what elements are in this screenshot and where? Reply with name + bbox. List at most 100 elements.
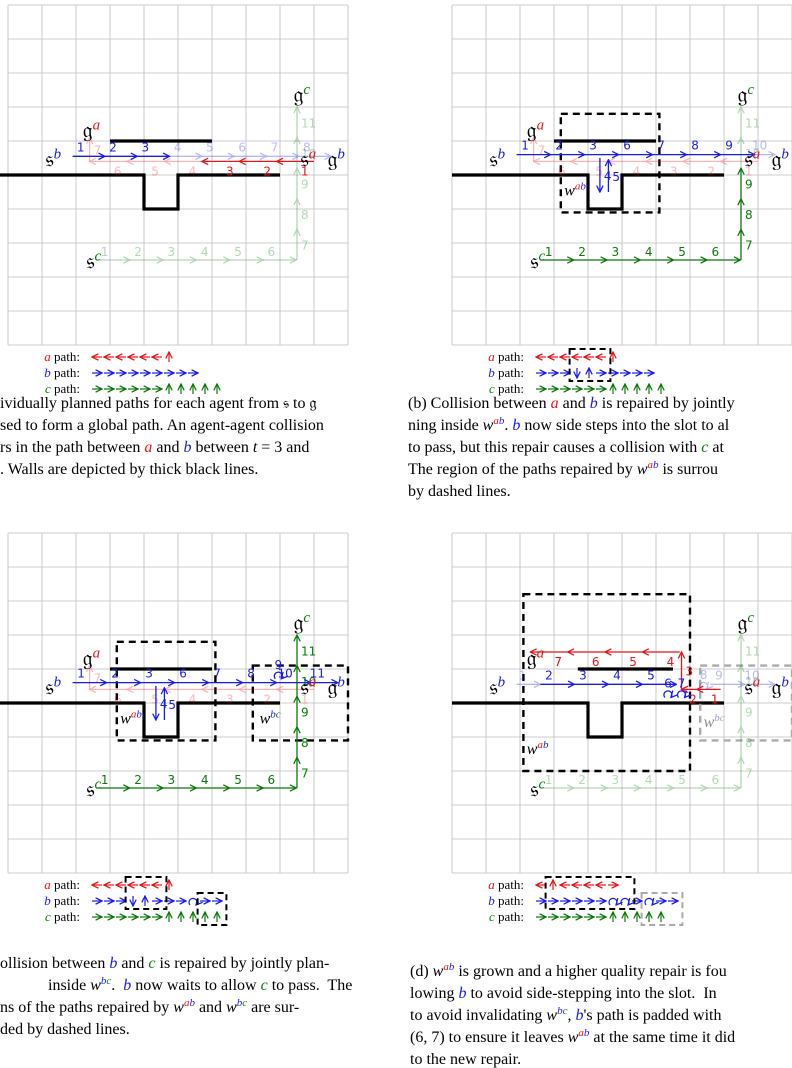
location-label: 𝔤b	[772, 147, 790, 172]
label-agent: b	[498, 147, 506, 163]
label-agent: c	[538, 249, 545, 265]
text-run: c	[261, 977, 268, 994]
caption-line: ollision between b and c is repaired by …	[0, 955, 329, 972]
step-number: 2	[134, 245, 142, 259]
step-number: 9	[274, 658, 282, 672]
legend-label: a path:	[44, 877, 80, 892]
step-number: 8	[301, 208, 309, 222]
step-number: 5	[168, 698, 176, 712]
caption-line: to pass, but this repair causes a collis…	[408, 439, 724, 456]
text-run: path:	[51, 349, 80, 364]
location-label: 𝔤c	[738, 610, 755, 635]
location-label: 𝔤c	[738, 82, 755, 107]
caption-line: ded by dashed lines.	[0, 1021, 130, 1038]
location-label: 𝔤a	[527, 646, 544, 671]
window-label: wbc	[704, 712, 725, 731]
text-run: b	[458, 985, 466, 1002]
legend-window	[568, 348, 612, 382]
step-number: 1	[77, 140, 85, 154]
step-number: 11	[301, 644, 316, 658]
caption-line: (d) wab is grown and a higher quality re…	[410, 961, 727, 980]
step-number: 6	[114, 164, 122, 178]
step-number: 10	[301, 147, 316, 161]
text-run: w	[637, 461, 648, 478]
step-number: 2	[111, 667, 119, 681]
step-number: 6	[179, 667, 187, 681]
wall	[0, 173, 280, 211]
wall	[0, 701, 280, 739]
step-number: 3	[226, 164, 234, 178]
step-number: 1	[101, 773, 109, 787]
label-base: 𝔰	[744, 675, 752, 700]
repair-window	[522, 593, 692, 773]
window-label: wab	[527, 739, 549, 758]
label-base: 𝔰	[489, 147, 497, 172]
legend-label: a path:	[488, 349, 524, 364]
text-run: a	[493, 415, 499, 427]
legend-label: b path:	[488, 365, 524, 380]
step-number: 2	[109, 140, 117, 154]
label-base: 𝔰	[45, 147, 53, 172]
label-base: 𝔤	[772, 147, 782, 172]
text-run: a	[144, 439, 152, 456]
legend-label: a path:	[488, 877, 524, 892]
step-number: 9	[301, 706, 309, 720]
label-agent: a	[93, 646, 101, 662]
label-agent: a	[537, 646, 545, 662]
text-run: w	[433, 963, 444, 980]
location-label: 𝔰a	[300, 147, 316, 172]
text-run: and	[195, 999, 226, 1016]
step-number: 3	[141, 140, 149, 154]
step-number: 3	[589, 139, 597, 153]
location-label: 𝔤b	[772, 675, 790, 700]
step-number: 3	[612, 245, 620, 259]
text-run: c	[106, 975, 111, 987]
step-number: 4	[160, 697, 168, 711]
text-run: b	[123, 977, 131, 994]
text-run: a	[578, 1027, 584, 1039]
text-run: lowing	[410, 985, 458, 1002]
legend-window	[640, 892, 684, 926]
text-run: a	[44, 349, 51, 364]
wait-arrow	[698, 681, 708, 689]
location-label: 𝔤c	[294, 82, 311, 107]
text-run: now waits to allow	[131, 977, 260, 994]
location-label: 𝔤a	[527, 118, 544, 143]
wait-arrow	[676, 690, 686, 698]
window-label: wab	[564, 180, 586, 199]
step-number: 1	[301, 164, 309, 178]
location-label: 𝔰b	[489, 147, 505, 172]
caption-line: inside wbc. b now waits to allow c to pa…	[48, 975, 352, 994]
label-base: 𝔤	[772, 675, 782, 700]
window-label: wab	[120, 708, 142, 727]
text-run: rs in the path between	[0, 439, 144, 456]
step-number: 6	[592, 655, 600, 669]
step-number: 7	[745, 239, 753, 253]
label-base: 𝔰	[45, 675, 53, 700]
text-run: ollision between	[0, 955, 109, 972]
location-label: 𝔤b	[328, 147, 346, 172]
step-number: 5	[151, 164, 159, 178]
text-run: c	[148, 955, 155, 972]
step-number: 10	[277, 667, 292, 681]
text-run: a	[488, 349, 495, 364]
step-number: 11	[745, 116, 760, 130]
label-base: 𝔤	[738, 610, 748, 635]
step-number: 5	[612, 170, 620, 184]
label-base: 𝔰	[86, 777, 94, 802]
step-number: 7	[554, 655, 562, 669]
label-agent: b	[781, 147, 789, 163]
label-base: 𝔰	[489, 675, 497, 700]
text-run: b	[237, 997, 243, 1009]
text-run: b	[557, 1005, 563, 1017]
step-number: 7	[213, 667, 221, 681]
text-run: sed to form a global path. An agent-agen…	[0, 417, 324, 434]
step-number: 6	[238, 140, 246, 154]
step-number: 1	[77, 667, 85, 681]
step-number: 7	[678, 677, 686, 691]
text-run: w	[90, 977, 101, 994]
location-label: 𝔰b	[45, 675, 61, 700]
